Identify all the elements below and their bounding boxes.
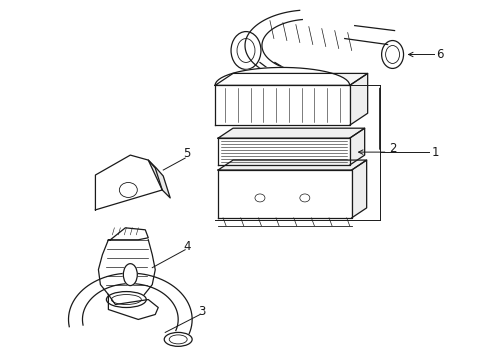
Polygon shape — [218, 138, 350, 165]
Text: 3: 3 — [198, 305, 205, 318]
Polygon shape — [350, 73, 368, 125]
Polygon shape — [218, 170, 352, 218]
Text: 1: 1 — [432, 145, 439, 159]
Polygon shape — [350, 128, 365, 165]
Polygon shape — [69, 273, 192, 334]
Text: 5: 5 — [183, 147, 191, 159]
Polygon shape — [218, 160, 367, 170]
Text: 6: 6 — [437, 48, 444, 61]
Polygon shape — [148, 160, 170, 198]
Polygon shape — [245, 10, 302, 81]
Ellipse shape — [123, 264, 137, 285]
Polygon shape — [215, 73, 368, 85]
Ellipse shape — [382, 41, 404, 68]
Ellipse shape — [231, 32, 261, 69]
Polygon shape — [98, 240, 155, 294]
Ellipse shape — [106, 292, 147, 307]
Polygon shape — [108, 294, 158, 319]
Polygon shape — [215, 67, 350, 85]
Polygon shape — [352, 160, 367, 218]
Text: 4: 4 — [183, 240, 191, 253]
Text: 2: 2 — [390, 141, 397, 155]
Polygon shape — [96, 155, 162, 210]
Polygon shape — [218, 128, 365, 138]
Polygon shape — [215, 85, 350, 125]
Polygon shape — [108, 228, 148, 240]
Ellipse shape — [164, 332, 192, 346]
